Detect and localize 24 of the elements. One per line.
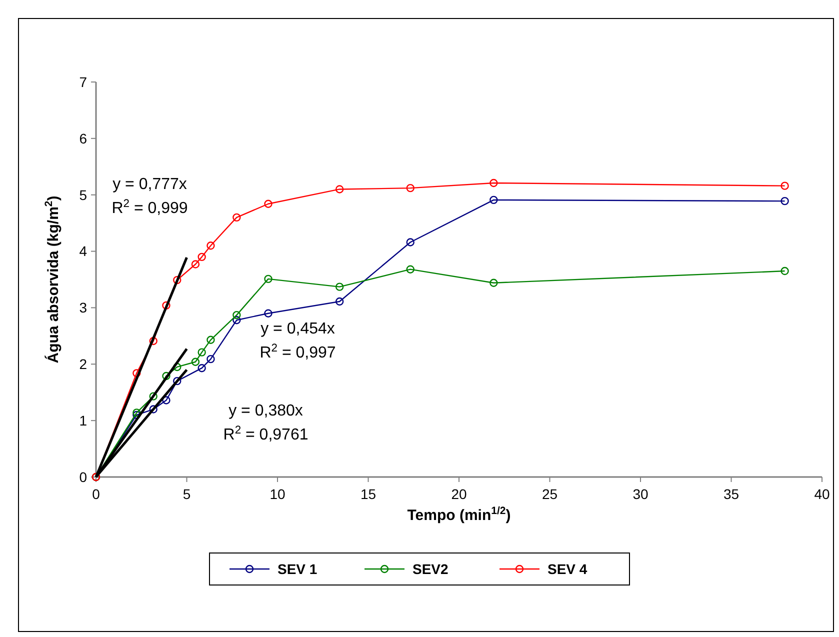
legend-label: SEV 4 [548,560,588,577]
y-tick-label: 4 [79,243,88,260]
annotation: y = 0,777x R$^{2}$ = 0,999 [112,176,188,218]
annotation: y = 0,454x R$^{2}$ = 0,997 [260,320,336,362]
x-tick-label: 5 [182,486,191,502]
y-tick-label: 5 [79,186,88,203]
x-tick-label: 35 [723,486,740,502]
legend-label: SEV2 [412,560,449,577]
legend-label: SEV 1 [278,560,318,577]
x-tick-label: 15 [360,486,376,502]
y-tick-label: 7 [79,74,88,90]
y-tick-label: 3 [79,300,88,316]
y-tick-label: 1 [79,412,88,428]
x-tick-label: 30 [632,486,648,502]
x-tick-label: 20 [451,486,467,502]
x-tick-label: 0 [92,486,100,502]
x-tick-label: 25 [542,486,558,502]
annotation: y = 0,380x R$^{2}$ = 0,9761 [223,402,308,444]
y-tick-label: 0 [79,468,88,485]
x-tick-label: 40 [814,486,830,502]
x-tick-label: 10 [270,486,286,502]
y-tick-label: 6 [79,130,88,146]
x-axis-title: Tempo (min$^{1/2}$) [407,505,511,524]
y-tick-label: 2 [79,356,88,372]
